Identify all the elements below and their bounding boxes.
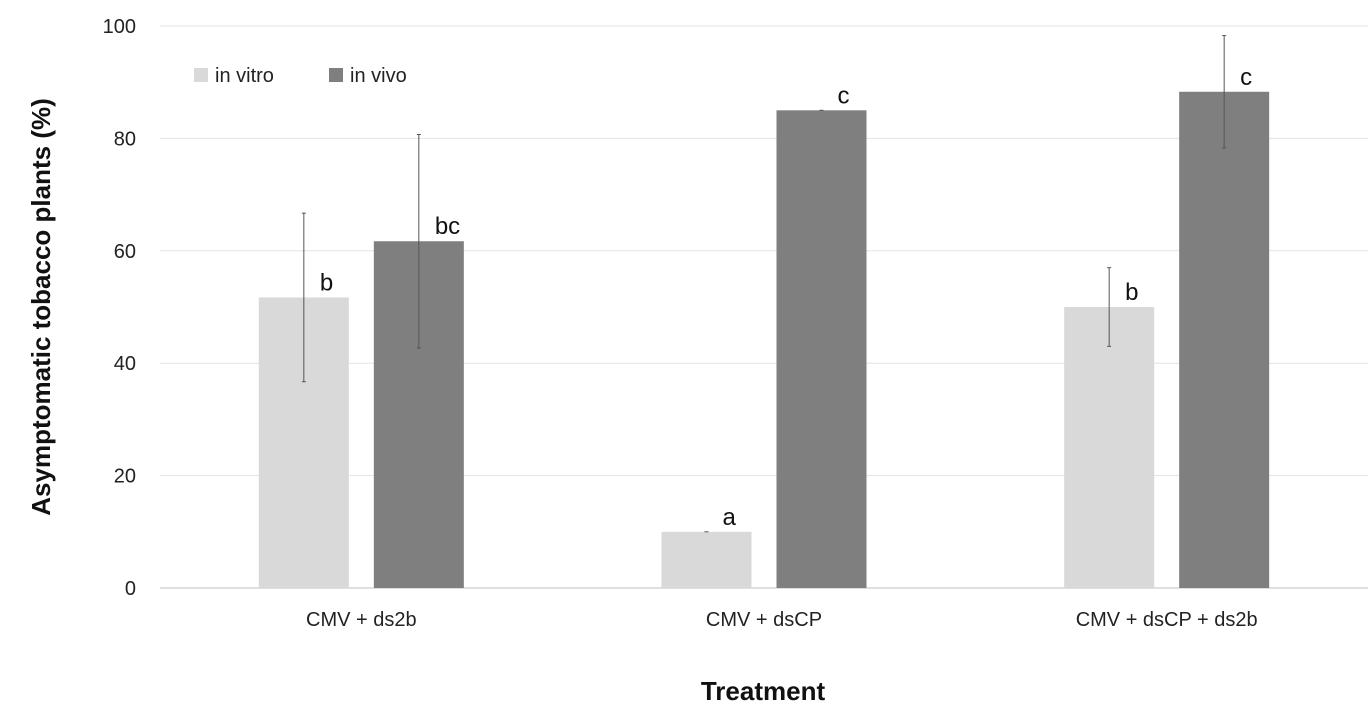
- bar-in-vivo: [1179, 91, 1270, 588]
- x-category-labels: CMV + ds2b CMV + dsCP CMV + dsCP + ds2b: [306, 609, 1258, 631]
- x-tick-label: CMV + dsCP: [706, 609, 822, 631]
- grid-lines: [160, 25, 1368, 589]
- y-tick-label: 20: [114, 466, 136, 488]
- significance-label: c: [838, 82, 850, 109]
- y-tick-label: 100: [103, 16, 136, 38]
- y-axis-title: Asymptomatic tobacco plants (%): [26, 98, 56, 516]
- y-tick-label: 0: [125, 578, 136, 600]
- x-tick-label: CMV + ds2b: [306, 609, 417, 631]
- legend-label: in vitro: [215, 65, 274, 87]
- significance-label: bc: [435, 213, 460, 240]
- legend: in vitro in vivo: [194, 65, 407, 87]
- error-bars: [301, 35, 1227, 533]
- legend-swatch: [194, 68, 208, 82]
- significance-label: a: [723, 504, 737, 531]
- legend-label: in vivo: [350, 65, 407, 87]
- bar-in-vitro: [661, 531, 752, 588]
- bar-in-vitro: [1064, 307, 1155, 588]
- significance-label: b: [320, 269, 333, 296]
- x-tick-label: CMV + dsCP + ds2b: [1076, 609, 1258, 631]
- x-axis-title: Treatment: [701, 676, 826, 706]
- significance-label: c: [1240, 64, 1252, 91]
- y-tick-label: 40: [114, 353, 136, 375]
- y-tick-label: 60: [114, 241, 136, 263]
- y-tick-labels: 0 20 40 60 80 100: [103, 16, 136, 600]
- bars: [258, 91, 1270, 589]
- significance-label: b: [1125, 279, 1138, 306]
- legend-swatch: [329, 68, 343, 82]
- y-tick-label: 80: [114, 128, 136, 150]
- bar-in-vivo: [776, 110, 867, 589]
